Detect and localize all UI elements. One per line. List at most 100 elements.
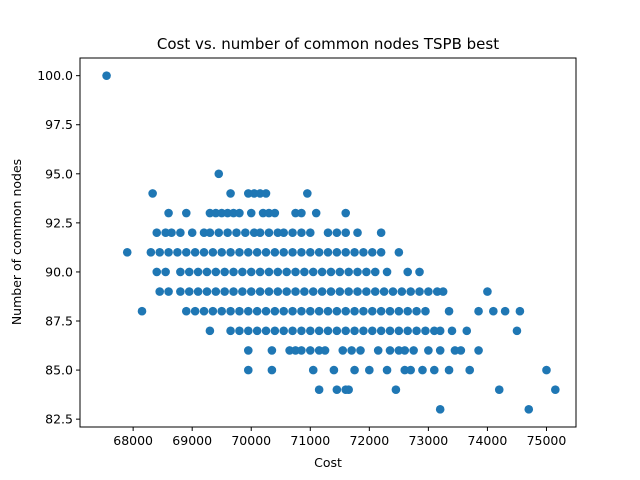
data-point: [350, 306, 359, 316]
y-tick-label: 97.5: [45, 117, 73, 132]
data-point: [255, 287, 265, 296]
data-point: [308, 365, 318, 375]
data-point: [291, 287, 300, 296]
data-point: [199, 228, 209, 237]
data-point: [208, 306, 218, 316]
data-point: [246, 287, 256, 296]
data-point: [376, 306, 386, 316]
data-point: [264, 228, 274, 237]
data-point: [305, 228, 315, 237]
data-point: [288, 228, 297, 237]
data-point: [332, 306, 342, 316]
data-point: [353, 228, 362, 237]
data-point: [314, 346, 324, 355]
data-point: [273, 228, 283, 237]
data-point: [332, 385, 342, 395]
data-point: [243, 189, 253, 198]
data-point: [415, 287, 424, 296]
data-point: [350, 365, 359, 375]
x-tick-label: 71000: [290, 433, 330, 448]
data-point: [199, 248, 209, 257]
data-point: [282, 267, 291, 277]
data-point: [403, 326, 413, 336]
data-point: [255, 189, 265, 198]
plot-frame: [79, 57, 577, 428]
data-point: [376, 248, 386, 257]
data-point: [161, 267, 170, 277]
data-point: [267, 365, 277, 375]
data-point: [181, 208, 191, 218]
data-point: [249, 189, 259, 198]
data-point: [341, 326, 351, 336]
data-point: [285, 346, 294, 355]
data-point: [438, 287, 448, 296]
data-point: [320, 346, 330, 355]
data-point: [382, 267, 392, 277]
data-point: [184, 267, 194, 277]
data-point: [214, 169, 224, 179]
data-point: [167, 228, 176, 237]
data-point: [403, 306, 413, 316]
data-point: [264, 208, 274, 218]
x-axis-label: Cost: [314, 455, 342, 470]
points-layer: [102, 71, 560, 414]
data-point: [229, 287, 238, 296]
data-point: [344, 267, 353, 277]
data-point: [424, 287, 433, 296]
data-point: [326, 267, 336, 277]
data-point: [146, 248, 156, 257]
data-point: [238, 287, 247, 296]
y-tick-label: 95.0: [45, 166, 73, 181]
data-point: [235, 306, 244, 316]
data-point: [350, 248, 359, 257]
data-point: [314, 385, 324, 395]
data-point: [421, 326, 430, 336]
data-point: [264, 267, 274, 277]
data-point: [394, 346, 404, 355]
data-point: [161, 228, 170, 237]
data-point: [362, 267, 371, 277]
data-point: [297, 208, 306, 218]
data-point: [435, 326, 445, 336]
data-point: [462, 326, 472, 336]
y-tick-label: 100.0: [37, 68, 73, 83]
data-point: [332, 248, 342, 257]
data-point: [418, 365, 427, 375]
data-point: [412, 306, 421, 316]
data-point: [122, 248, 132, 257]
data-point: [238, 267, 247, 277]
data-point: [314, 326, 324, 336]
data-point: [252, 248, 262, 257]
data-point: [164, 287, 173, 296]
data-point: [314, 306, 324, 316]
data-point: [447, 326, 457, 336]
data-point: [155, 287, 165, 296]
data-point: [465, 365, 475, 375]
data-point: [288, 306, 297, 316]
data-point: [353, 287, 362, 296]
data-point: [291, 208, 300, 218]
data-point: [421, 306, 430, 316]
data-point: [489, 306, 498, 316]
data-point: [305, 248, 315, 257]
data-point: [335, 267, 345, 277]
data-point: [258, 208, 268, 218]
data-point: [270, 248, 280, 257]
y-tick-label: 82.5: [45, 412, 73, 427]
data-point: [243, 306, 253, 316]
data-point: [429, 326, 439, 336]
data-point: [223, 208, 232, 218]
data-point: [270, 208, 280, 218]
data-point: [270, 326, 280, 336]
data-point: [456, 346, 466, 355]
data-point: [406, 287, 415, 296]
data-point: [211, 267, 221, 277]
data-point: [338, 346, 348, 355]
data-point: [288, 326, 297, 336]
data-point: [382, 365, 392, 375]
data-point: [176, 287, 185, 296]
y-tick-label: 87.5: [45, 314, 73, 329]
x-tick-label: 73000: [408, 433, 448, 448]
data-point: [217, 208, 227, 218]
